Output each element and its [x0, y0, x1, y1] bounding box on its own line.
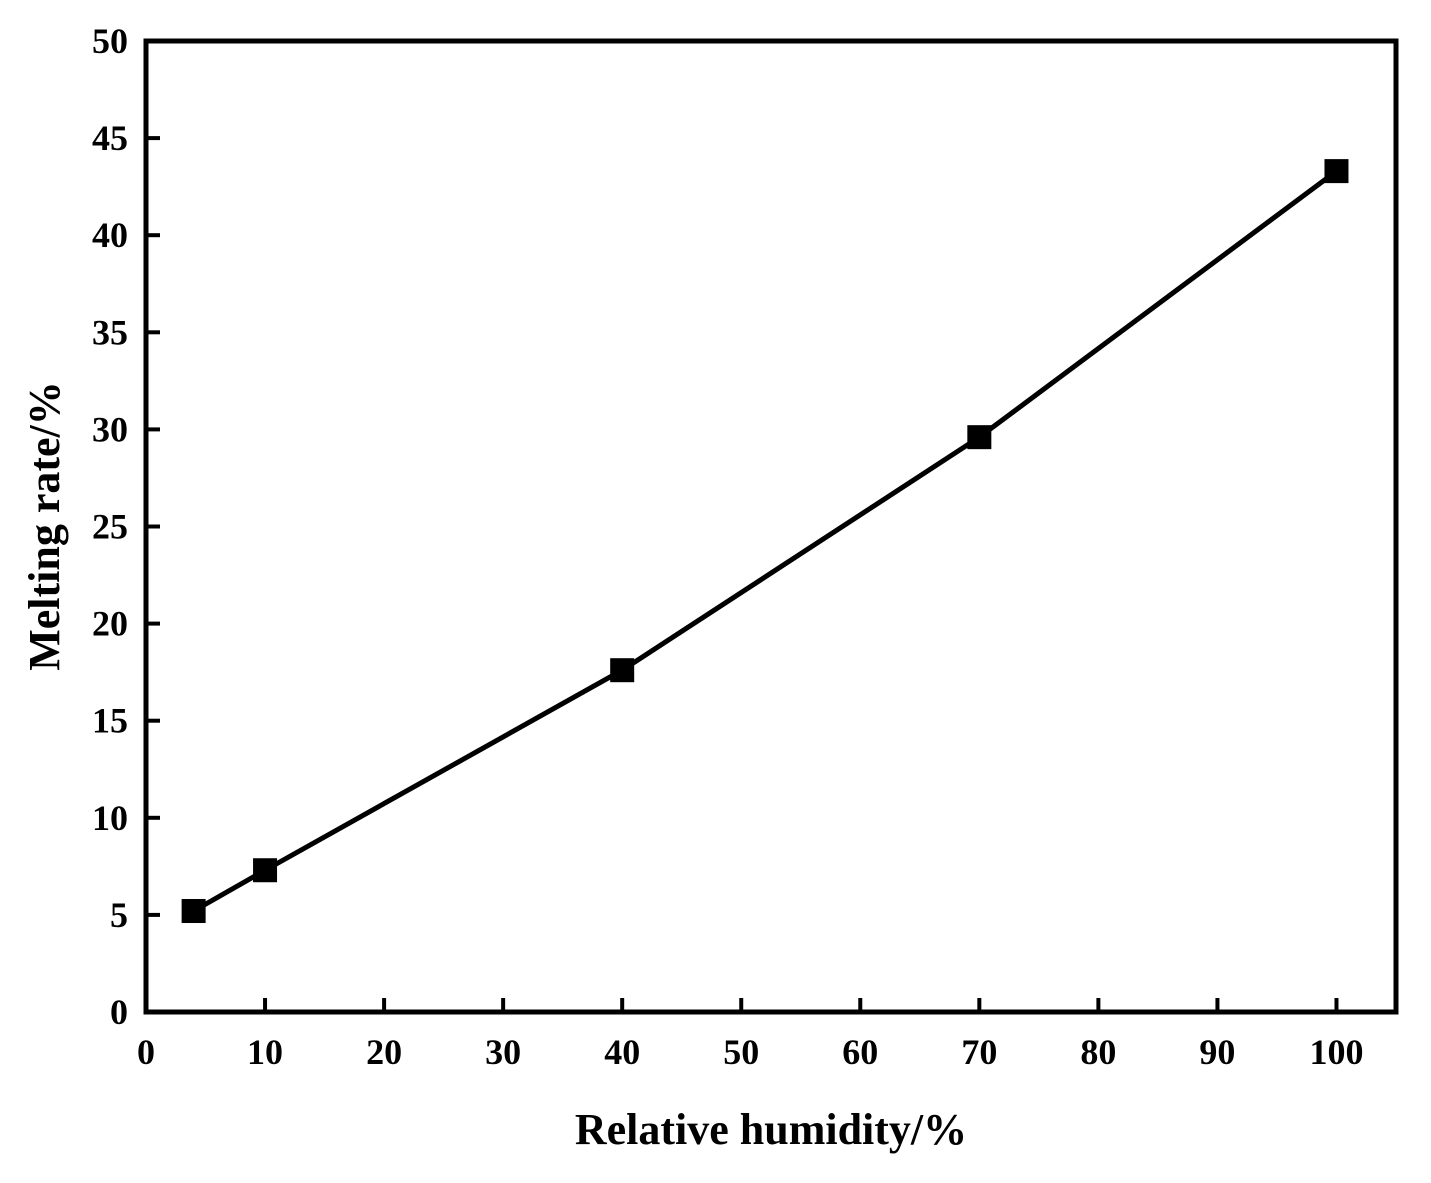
- series-line: [192, 169, 1338, 914]
- x-tick-label: 90: [1199, 1032, 1235, 1072]
- x-tick-label: 80: [1080, 1032, 1116, 1072]
- y-axis-ticks: 0 5 10 15 20 25 30 35 40 45 50: [92, 21, 160, 1032]
- y-tick-label: 0: [110, 992, 128, 1032]
- data-point: [181, 899, 206, 924]
- x-tick-label: 40: [604, 1032, 640, 1072]
- y-tick-label: 30: [92, 409, 128, 449]
- y-tick-label: 45: [92, 118, 128, 158]
- x-axis-ticks: 0 10 20 30 40 50 60 70 80 90 100: [137, 998, 1363, 1072]
- x-tick-label: 0: [137, 1032, 155, 1072]
- data-point: [1324, 159, 1349, 184]
- series-layer: [181, 159, 1349, 924]
- x-tick-label: 100: [1309, 1032, 1363, 1072]
- x-tick-label: 70: [961, 1032, 997, 1072]
- y-tick-label: 10: [92, 798, 128, 838]
- y-tick-label: 5: [110, 895, 128, 935]
- y-tick-label: 20: [92, 604, 128, 644]
- x-tick-label: 20: [366, 1032, 402, 1072]
- data-point: [610, 658, 635, 683]
- plot-frame: [143, 38, 1399, 1015]
- data-point: [253, 858, 278, 883]
- x-tick-label: 50: [723, 1032, 759, 1072]
- data-point: [967, 425, 992, 450]
- y-axis-label: Melting rate/%: [20, 381, 69, 671]
- y-tick-label: 35: [92, 312, 128, 352]
- x-tick-label: 60: [842, 1032, 878, 1072]
- y-tick-label: 40: [92, 215, 128, 255]
- x-tick-label: 10: [247, 1032, 283, 1072]
- x-axis-label: Relative humidity/%: [575, 1105, 967, 1154]
- x-tick-label: 30: [485, 1032, 521, 1072]
- y-tick-label: 25: [92, 507, 128, 547]
- y-tick-label: 15: [92, 701, 128, 741]
- y-tick-label: 50: [92, 21, 128, 61]
